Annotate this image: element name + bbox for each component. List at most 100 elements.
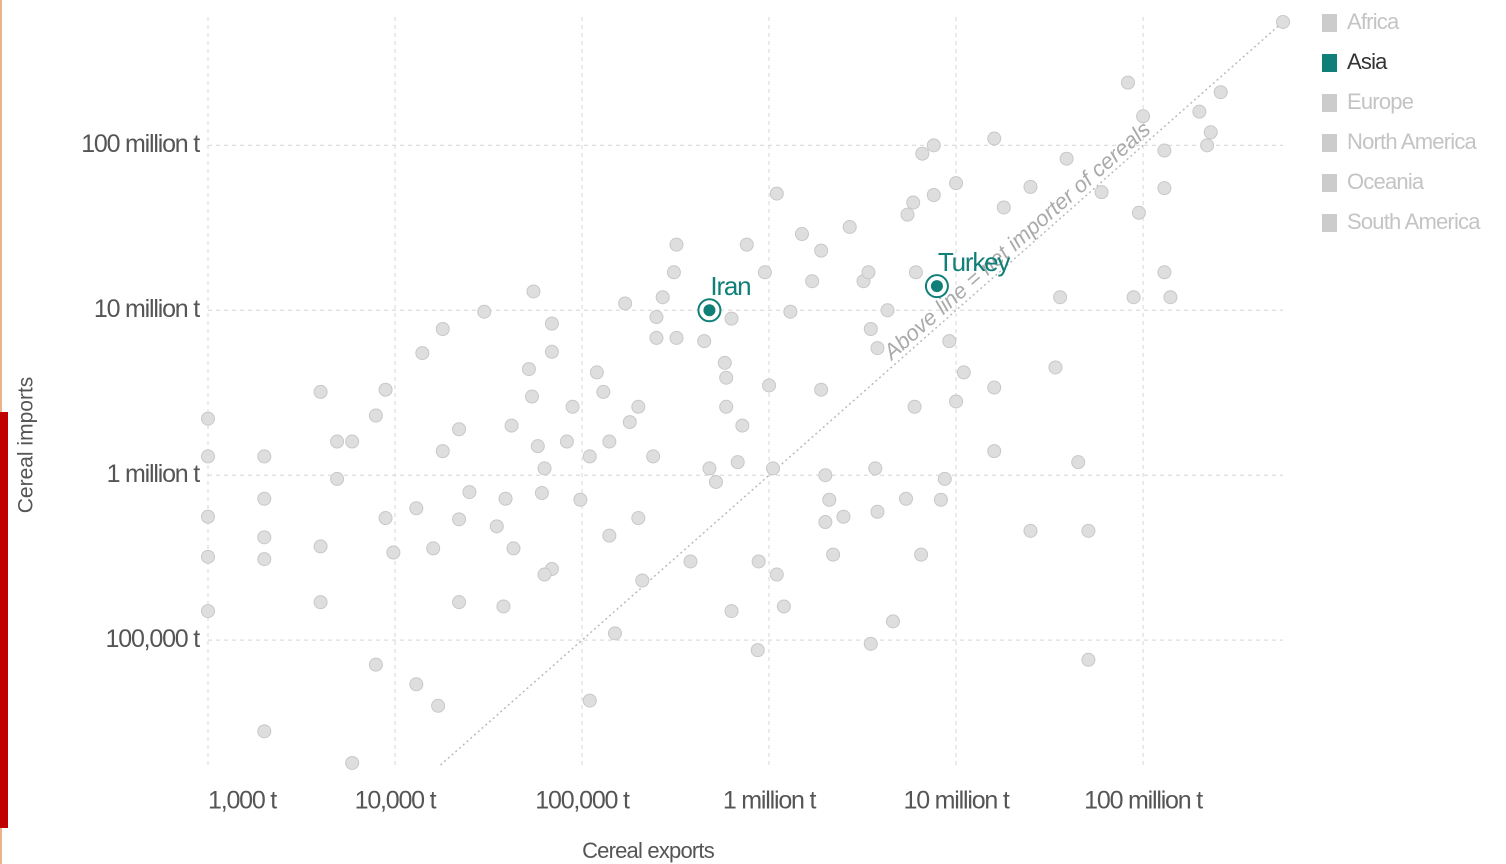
point [1157,143,1172,158]
point [201,549,215,564]
point [330,471,345,486]
point [462,485,477,500]
point [863,636,878,651]
point [868,461,883,476]
point [378,382,393,397]
point [1136,109,1151,124]
point [504,418,519,433]
point [880,303,895,318]
point [926,187,941,202]
x-axis-title: Cereal exports [582,838,715,863]
point [649,310,664,325]
point [717,355,732,370]
legend-swatch [1322,54,1337,72]
y-tick-label: 100,000 t [106,625,201,653]
plot: Above line = net importer of cereals [201,14,1290,770]
point [646,449,661,464]
point [409,501,424,516]
point [257,491,272,506]
x-tick-label: 100 million t [1084,787,1203,815]
point [596,384,611,399]
point [842,219,857,234]
legend-swatch [1322,214,1337,232]
point [987,380,1002,395]
point [666,265,681,280]
point [257,449,272,464]
point [313,595,328,610]
point [814,243,829,258]
point [313,539,328,554]
point [537,567,552,582]
point [996,200,1011,215]
point [618,296,633,311]
point [452,512,467,527]
point [313,384,328,399]
point [987,131,1002,146]
point [719,399,734,414]
point [769,186,784,201]
point [870,341,885,356]
point [201,604,215,619]
point [368,408,383,423]
point [805,274,820,289]
point [452,422,467,437]
edge-bar [0,412,8,828]
point [987,444,1002,459]
point [452,595,467,610]
point [1081,652,1096,667]
point [537,461,552,476]
point-label: Turkey [938,247,1010,277]
x-tick-label: 10,000 t [355,787,437,815]
point [1200,138,1215,153]
y-tick-label: 100 million t [81,130,200,158]
point [1053,290,1068,305]
point [683,554,698,569]
point [655,290,670,305]
point [669,330,684,345]
point [697,334,712,349]
point [544,344,559,359]
point [783,304,798,319]
point [863,322,878,337]
point [818,515,833,530]
legend-label: North America [1347,129,1478,154]
point [719,370,734,385]
point [378,511,393,526]
point [915,146,930,161]
point [526,284,541,299]
point [1071,455,1086,470]
point [1157,181,1172,196]
x-tick-label: 1 million t [723,787,817,815]
point [899,491,914,506]
y-axis-title: Cereal imports [15,377,38,514]
point [582,693,597,708]
point [489,519,504,534]
point [814,382,829,397]
point [1023,179,1038,194]
point [257,724,272,739]
point [908,265,923,280]
y-tick-label: 10 million t [94,295,200,323]
point [649,330,664,345]
point [933,492,948,507]
point [1081,523,1096,538]
point [724,311,739,326]
point [506,541,521,556]
point [565,399,580,414]
point [926,138,941,153]
point [907,399,922,414]
point [942,334,957,349]
point [602,434,617,449]
point [1131,205,1146,220]
point [730,455,745,470]
point [949,176,964,191]
point [201,411,215,426]
point [900,207,915,222]
point [589,365,604,380]
point [1048,360,1063,375]
point [1126,290,1141,305]
point [635,573,650,588]
point [1203,125,1218,140]
point [776,599,791,614]
legend-swatch [1322,134,1337,152]
